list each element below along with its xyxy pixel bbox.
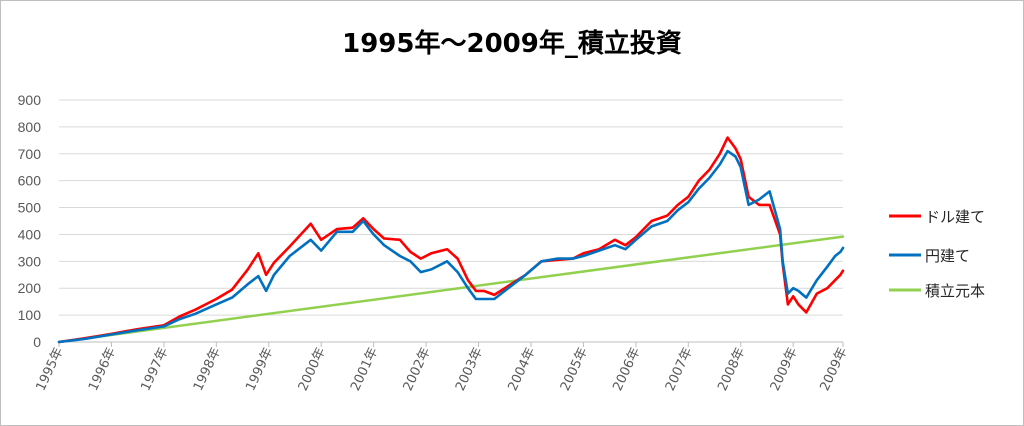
y-tick-label: 200 (18, 280, 42, 296)
x-tick-label: 1996年 (86, 345, 119, 393)
y-tick-label: 800 (18, 119, 42, 135)
x-tick-label: 2000年 (296, 345, 329, 393)
x-tick-label: 2003年 (453, 345, 486, 393)
legend-label: 円建て (925, 247, 970, 265)
x-tick-label: 2009年 (818, 345, 851, 393)
y-tick-label: 300 (18, 253, 42, 269)
y-axis-ticks: 0 100 200 300 400 500 600 700 800 900 (18, 92, 42, 350)
y-tick-label: 100 (18, 307, 42, 323)
x-tick-label: 2008年 (715, 345, 748, 393)
x-tick-label: 1999年 (243, 345, 276, 393)
x-tick-label: 2006年 (610, 345, 643, 393)
x-tick-label: 1995年 (34, 345, 67, 393)
legend-label: ドル建て (925, 208, 985, 226)
x-tick-label: 2001年 (348, 345, 381, 393)
chart-title: 1995年～2009年_積立投資 (342, 29, 682, 59)
y-tick-label: 0 (33, 334, 41, 350)
y-tick-label: 400 (18, 226, 42, 242)
series-line-3 (57, 235, 845, 344)
y-tick-label: 700 (18, 146, 42, 162)
x-tick-label: 1997年 (138, 345, 171, 393)
x-tick-label: 2004年 (506, 345, 539, 393)
y-tick-label: 500 (18, 200, 42, 216)
series-line-2 (57, 149, 845, 344)
y-tick-label: 600 (18, 173, 42, 189)
series-line-1 (57, 136, 845, 344)
x-tick-label: 1998年 (191, 345, 224, 393)
x-axis-ticks: 1995年 1996年 1997年 1998年 1999年 2000年 2001年 2002年… (34, 342, 851, 393)
x-tick-label: 2005年 (558, 345, 591, 393)
x-tick-label: 2002年 (401, 345, 434, 393)
x-tick-label: 2007年 (663, 345, 696, 393)
y-tick-label: 900 (18, 92, 42, 108)
legend-label: 積立元本 (925, 282, 985, 300)
x-tick-label: 2009年 (768, 345, 801, 393)
gridlines (59, 99, 843, 343)
series-lines (57, 136, 845, 344)
